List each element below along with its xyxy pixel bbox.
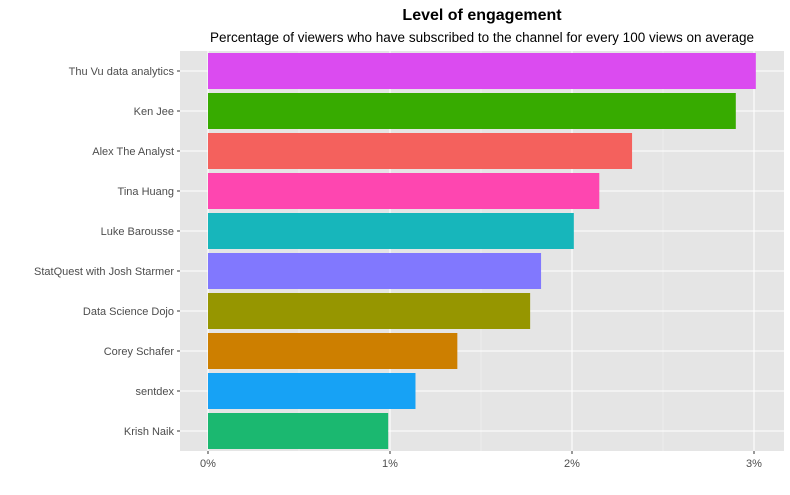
y-axis: Krish Naik sentdex Corey Schafer Data Scien… <box>34 66 180 438</box>
bar <box>208 253 542 289</box>
y-tick-label: Data Science Dojo <box>83 306 174 318</box>
x-tick-label: 2% <box>564 458 580 470</box>
bar <box>208 93 736 129</box>
bars <box>208 53 756 449</box>
bar <box>208 373 416 409</box>
chart-subtitle: Percentage of viewers who have subscribe… <box>210 30 754 45</box>
y-tick-label: Alex The Analyst <box>92 146 174 158</box>
chart-title: Level of engagement <box>402 7 562 24</box>
bar <box>208 293 531 329</box>
y-tick-label: Luke Barousse <box>101 226 174 238</box>
bar <box>208 333 458 369</box>
y-tick-label: Krish Naik <box>124 426 175 438</box>
y-tick-label: Tina Huang <box>118 186 174 198</box>
bar <box>208 133 633 169</box>
x-axis: 0% 1% 2% 3% <box>200 451 762 470</box>
x-tick-label: 0% <box>200 458 216 470</box>
bar <box>208 213 574 249</box>
y-tick-label: sentdex <box>135 386 174 398</box>
y-tick-label: StatQuest with Josh Starmer <box>34 266 174 278</box>
y-tick-label: Ken Jee <box>134 106 174 118</box>
x-tick-label: 1% <box>382 458 398 470</box>
y-tick-label: Thu Vu data analytics <box>69 66 175 78</box>
bar <box>208 413 389 449</box>
y-tick-label: Corey Schafer <box>104 346 175 358</box>
bar <box>208 173 600 209</box>
bar <box>208 53 756 89</box>
x-tick-label: 3% <box>746 458 762 470</box>
